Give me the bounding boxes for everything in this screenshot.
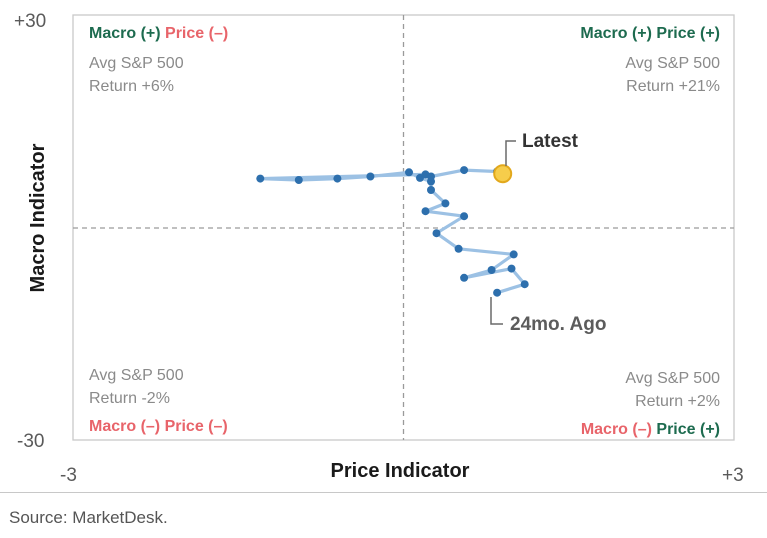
data-point [460,166,469,175]
bottom-left-avg: Avg S&P 500 [89,367,184,384]
bottom-left-return: Return -2% [89,390,170,407]
data-point [460,212,469,221]
oldest-annotation: 24mo. Ago [510,314,606,335]
oldest-leader-line [490,297,503,325]
source-note: Source: MarketDesk. [9,508,168,527]
quadrant-top-right-label: Macro (+) Price (+) [580,25,720,42]
x-tick-right: +3 [722,465,744,486]
data-point [509,250,518,259]
data-point [441,199,450,208]
y-axis-title: Macro Indicator [27,143,49,292]
top-left-return: Return +6% [89,78,174,95]
data-point [432,229,441,238]
bottom-right-macro: Macro (–) [581,421,652,438]
data-point [366,172,375,181]
data-point [427,186,435,194]
macro-price-scatter-chart: +30 -30 -3 +3 Price Indicator Macro Indi… [14,11,744,486]
x-tick-left: -3 [60,465,77,486]
data-point [256,174,265,183]
quadrant-top-left-label: Macro (+) Price (–) [89,25,228,42]
data-point [294,176,303,184]
bottom-right-return: Return +2% [635,393,720,410]
data-point [487,266,496,274]
data-point [520,280,529,289]
latest-point [493,164,513,184]
data-point [493,288,502,297]
x-axis-title: Price Indicator [331,460,470,482]
data-point [405,168,413,177]
top-left-macro: Macro (+) [89,25,161,42]
series-points [256,164,529,297]
bottom-left-macro: Macro (–) [89,418,160,435]
bottom-right-avg: Avg S&P 500 [625,370,720,387]
top-left-avg: Avg S&P 500 [89,55,184,72]
data-point [421,207,430,216]
bottom-right-price: Price (+) [656,421,720,438]
quadrant-bottom-left-label: Macro (–) Price (–) [89,418,228,435]
data-point [507,264,516,273]
top-right-return: Return +21% [626,78,720,95]
data-point [333,174,342,183]
top-left-price: Price (–) [165,25,228,42]
bottom-left-price: Price (–) [165,418,228,435]
top-right-avg: Avg S&P 500 [625,55,720,72]
top-right-macro: Macro (+) [580,25,652,42]
source-divider [0,492,767,493]
latest-leader-line [505,140,516,166]
top-right-price: Price (+) [656,25,720,42]
data-point [427,172,435,181]
data-point [454,244,463,253]
data-point [460,273,469,282]
quadrant-bottom-right-label: Macro (–) Price (+) [581,421,720,438]
latest-annotation: Latest [522,131,579,152]
y-tick-top: +30 [14,11,46,32]
series-path-line [258,168,527,295]
y-tick-bottom: -30 [17,431,44,452]
